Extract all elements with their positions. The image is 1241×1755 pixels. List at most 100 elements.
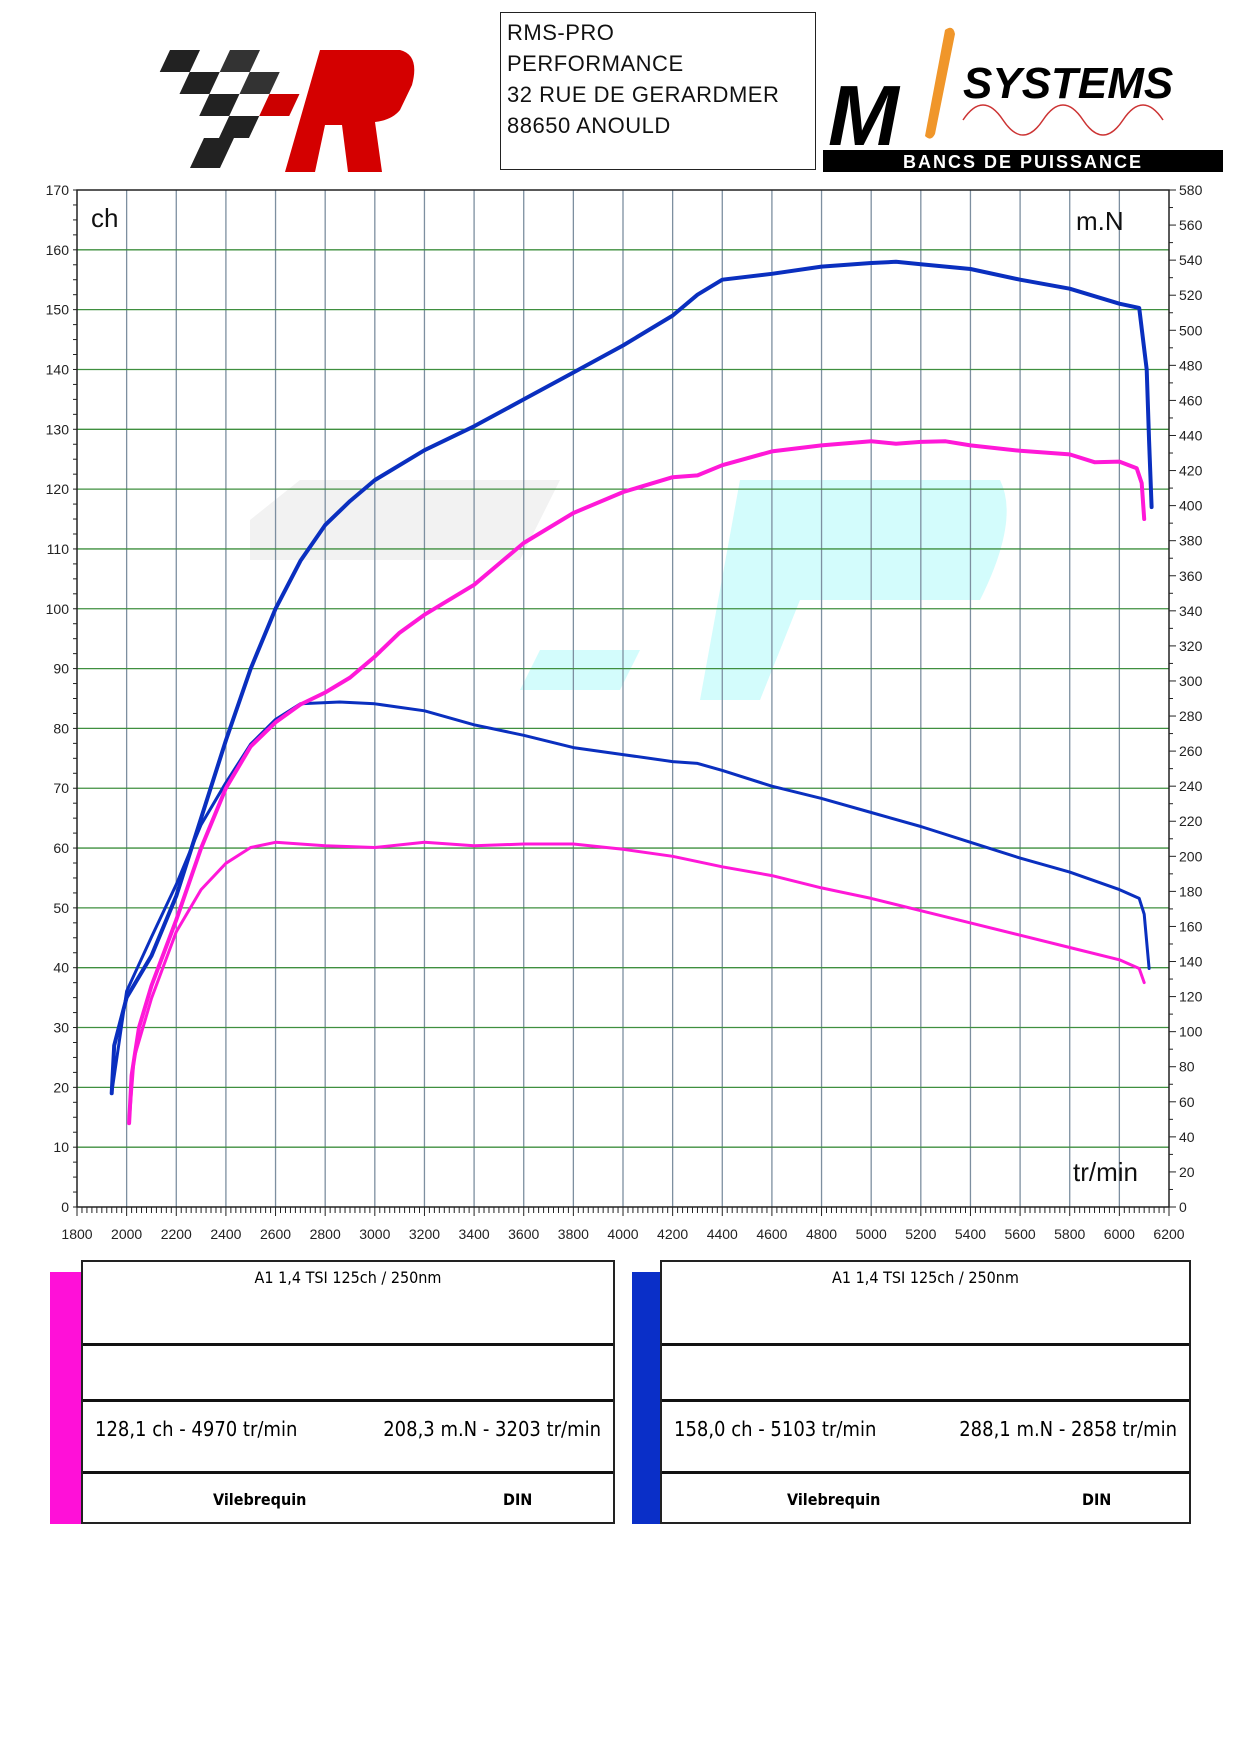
- right-axis-label: 480: [1179, 357, 1203, 373]
- right-axis-label: 220: [1179, 813, 1203, 829]
- max-power: 158,0 ch - 5103 tr/min: [674, 1417, 877, 1441]
- left-axis-label: 70: [53, 780, 69, 796]
- address-line: 32 RUE DE GERARDMER: [507, 82, 780, 107]
- x-axis-label: 4200: [657, 1226, 688, 1242]
- right-axis-label: 0: [1179, 1199, 1187, 1215]
- address-line: RMS-PRO: [507, 20, 615, 45]
- result-table-magenta: A1 1,4 TSI 125ch / 250nm 128,1 ch - 4970…: [81, 1260, 615, 1524]
- x-axis-label: 5000: [856, 1226, 887, 1242]
- right-axis-label: 300: [1179, 673, 1203, 689]
- x-axis-label: 6200: [1153, 1226, 1184, 1242]
- norm: DIN: [1082, 1490, 1112, 1509]
- x-axis-label: 4000: [607, 1226, 638, 1242]
- address-line: 88650 ANOULD: [507, 113, 671, 138]
- max-torque: 208,3 m.N - 3203 tr/min: [383, 1417, 601, 1441]
- svg-text:M: M: [828, 69, 901, 164]
- max-power: 128,1 ch - 4970 tr/min: [95, 1417, 298, 1441]
- right-axis-label: 100: [1179, 1024, 1203, 1040]
- svg-text:SYSTEMS: SYSTEMS: [963, 59, 1173, 108]
- vehicle-title: A1 1,4 TSI 125ch / 250nm: [254, 1268, 442, 1287]
- result-table-blue: A1 1,4 TSI 125ch / 250nm 158,0 ch - 5103…: [660, 1260, 1191, 1524]
- right-axis-label: 120: [1179, 989, 1203, 1005]
- right-axis-label: 180: [1179, 883, 1203, 899]
- right-axis-label: 560: [1179, 217, 1203, 233]
- right-axis-label: 340: [1179, 603, 1203, 619]
- x-axis-label: 5400: [955, 1226, 986, 1242]
- series-color-swatch-magenta: [50, 1272, 81, 1524]
- power-torque-chart: 0 10 20 30 40 50 60 70 80 90 100 110 120 130 140 150 160…: [46, 182, 1203, 1242]
- right-axis-label: 260: [1179, 743, 1203, 759]
- x-axis-label: 2800: [310, 1226, 341, 1242]
- power-curve-0: [109, 259, 1154, 1096]
- norm: DIN: [503, 1490, 533, 1509]
- left-axis-label: 40: [53, 960, 69, 976]
- right-axis-label: 280: [1179, 708, 1203, 724]
- x-axis-label: 5200: [905, 1226, 936, 1242]
- x-axis-label: 3000: [359, 1226, 390, 1242]
- watermark-shape: [250, 480, 560, 560]
- x-axis-label: 3400: [459, 1226, 490, 1242]
- right-axis-label: 440: [1179, 427, 1203, 443]
- right-axis-label: 580: [1179, 182, 1203, 198]
- x-axis-label: 4800: [806, 1226, 837, 1242]
- left-axis-label: 100: [46, 601, 70, 617]
- right-axis-label: 360: [1179, 568, 1203, 584]
- right-axis-label: 500: [1179, 322, 1203, 338]
- x-axis-label: 2400: [210, 1226, 241, 1242]
- right-axis-label: 200: [1179, 848, 1203, 864]
- left-axis-label: 170: [46, 182, 70, 198]
- svg-text:BANCS DE PUISSANCE: BANCS DE PUISSANCE: [903, 152, 1143, 172]
- series-color-swatch-blue: [632, 1272, 660, 1524]
- right-axis-label: 460: [1179, 392, 1203, 408]
- max-torque: 288,1 m.N - 2858 tr/min: [959, 1417, 1177, 1441]
- x-axis-label: 4600: [756, 1226, 787, 1242]
- misystems-logo: M SYSTEMS BANCS DE PUISSANCE: [823, 27, 1223, 172]
- measure-type: Vilebrequin: [787, 1490, 881, 1509]
- x-axis-label: 3800: [558, 1226, 589, 1242]
- x-axis-unit: tr/min: [1073, 1157, 1138, 1187]
- left-axis-label: 0: [61, 1199, 69, 1215]
- watermark-shape: [520, 650, 640, 690]
- x-axis-label: 3200: [409, 1226, 440, 1242]
- right-axis-label: 400: [1179, 498, 1203, 514]
- right-axis-label: 540: [1179, 252, 1203, 268]
- right-axis-label: 60: [1179, 1094, 1195, 1110]
- right-axis-unit: m.N: [1076, 206, 1124, 236]
- right-axis-label: 380: [1179, 533, 1203, 549]
- right-axis-label: 20: [1179, 1164, 1195, 1180]
- vehicle-title: A1 1,4 TSI 125ch / 250nm: [832, 1268, 1019, 1287]
- right-axis-label: 320: [1179, 638, 1203, 654]
- x-axis-label: 2200: [161, 1226, 192, 1242]
- x-axis-label: 5800: [1054, 1226, 1085, 1242]
- left-axis-label: 20: [53, 1079, 69, 1095]
- power-curve-2: [127, 439, 1147, 1126]
- right-axis-label: 520: [1179, 287, 1203, 303]
- left-axis-label: 150: [46, 302, 70, 318]
- torque-curve-1: [110, 700, 1151, 1095]
- watermark-shape: [700, 480, 1007, 700]
- x-axis-label: 5600: [1005, 1226, 1036, 1242]
- x-axis-label: 4400: [707, 1226, 738, 1242]
- right-axis-label: 160: [1179, 918, 1203, 934]
- left-axis-label: 50: [53, 900, 69, 916]
- left-axis-label: 140: [46, 361, 70, 377]
- x-axis-label: 6000: [1104, 1226, 1135, 1242]
- right-axis-label: 140: [1179, 954, 1203, 970]
- left-axis-label: 10: [53, 1139, 69, 1155]
- left-axis-label: 30: [53, 1020, 69, 1036]
- right-axis-label: 80: [1179, 1059, 1195, 1075]
- measure-type: Vilebrequin: [213, 1490, 307, 1509]
- address-box: RMS-PRO PERFORMANCE 32 RUE DE GERARDMER …: [500, 12, 816, 170]
- right-axis-label: 240: [1179, 778, 1203, 794]
- left-axis-label: 110: [47, 541, 70, 557]
- left-axis-label: 120: [46, 481, 70, 497]
- x-axis-label: 3600: [508, 1226, 539, 1242]
- left-axis-label: 90: [53, 661, 69, 677]
- right-axis-label: 420: [1179, 463, 1203, 479]
- rms-logo: [159, 50, 415, 172]
- x-axis-label: 2000: [111, 1226, 142, 1242]
- x-axis-label: 2600: [260, 1226, 291, 1242]
- right-axis-label: 40: [1179, 1129, 1195, 1145]
- left-axis-label: 130: [46, 421, 70, 437]
